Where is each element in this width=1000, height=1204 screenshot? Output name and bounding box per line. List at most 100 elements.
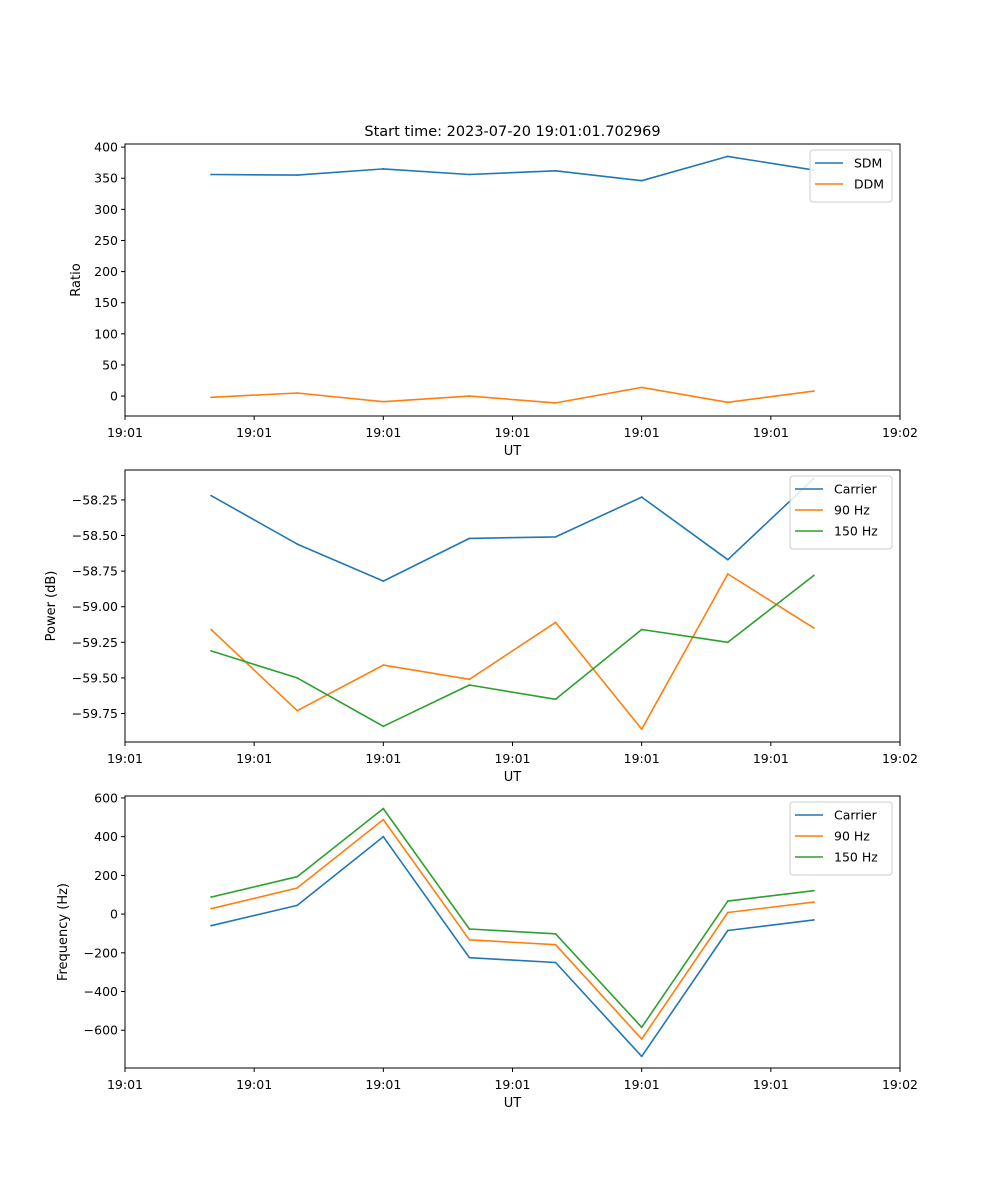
data-point	[382, 400, 385, 403]
y-tick-label: −58.75	[72, 564, 118, 579]
data-point	[468, 956, 471, 959]
y-tick-label: −59.75	[72, 706, 118, 721]
axes-frame	[124, 143, 901, 417]
chart-panel-3: −600 −400 −200 0 200 400 600 19:01 19:01 19:01 19:…	[56, 790, 918, 1111]
y-tick-label: −400	[84, 984, 118, 999]
x-tick-label: 19:02	[882, 751, 918, 766]
x-tick-label: 19:01	[753, 1077, 789, 1092]
y-tick-label: 50	[102, 357, 118, 372]
x-tick-label: 19:01	[624, 751, 660, 766]
data-point	[812, 574, 815, 577]
x-tick-label: 19:01	[107, 425, 143, 440]
data-point	[296, 904, 299, 907]
data-point	[296, 543, 299, 545]
series-line-90-hz	[210, 818, 814, 1040]
data-point	[210, 649, 213, 652]
data-point	[382, 167, 385, 170]
data-point	[640, 1055, 643, 1058]
data-point	[640, 1038, 643, 1040]
data-point	[468, 395, 471, 397]
data-point	[812, 627, 815, 629]
x-tick-label: 19:02	[882, 425, 918, 440]
x-axis-label: UT	[504, 444, 522, 459]
data-point	[554, 932, 557, 935]
legend-label: Carrier	[834, 482, 878, 497]
data-point	[726, 929, 729, 932]
data-point	[296, 174, 299, 177]
x-tick-label: 19:02	[882, 1077, 918, 1092]
y-tick-label: −58.50	[72, 528, 118, 543]
x-tick-label: 19:01	[365, 425, 401, 440]
x-tick-label: 19:01	[624, 425, 660, 440]
y-tick-label: 0	[110, 907, 118, 922]
data-point	[726, 558, 729, 561]
y-tick-label: 600	[94, 790, 118, 805]
data-point	[812, 390, 815, 393]
data-point	[210, 628, 213, 631]
data-point	[812, 919, 815, 921]
y-tick-label: −59.50	[72, 670, 118, 685]
data-point	[382, 818, 385, 821]
legend-label: 150 Hz	[834, 524, 878, 539]
series-line-150-hz	[210, 574, 815, 728]
x-tick-label: 19:01	[624, 1077, 660, 1092]
x-axis-label: UT	[504, 1096, 522, 1111]
data-point	[554, 169, 557, 172]
data-point	[296, 875, 299, 878]
data-point	[210, 896, 213, 898]
data-point	[296, 392, 299, 394]
data-point	[296, 709, 299, 712]
data-point	[296, 887, 299, 889]
data-point	[210, 173, 213, 176]
y-tick-label: 350	[94, 171, 118, 186]
x-tick-label: 19:01	[236, 751, 272, 766]
x-tick-label: 19:01	[236, 1077, 272, 1092]
chart-panel-1: 0 50 100 150 200 250 300 350 400 19:01 19:01 19:01 1…	[69, 140, 918, 459]
legend-label: SDM	[854, 156, 882, 171]
x-tick-label: 19:01	[236, 425, 272, 440]
data-point	[382, 725, 385, 728]
y-tick-label: 200	[94, 868, 118, 883]
data-point	[726, 155, 729, 158]
x-tick-label: 19:01	[494, 1077, 530, 1092]
x-tick-label: 19:01	[365, 751, 401, 766]
axes-frame	[124, 469, 901, 743]
data-point	[468, 173, 471, 176]
legend-label: 90 Hz	[834, 829, 870, 844]
data-point	[468, 928, 471, 930]
y-tick-label: 400	[94, 140, 118, 155]
data-point	[382, 664, 385, 666]
chart-panel-2: −59.75 −59.50 −59.25 −59.00 −58.75 −58.50 −58.…	[44, 469, 918, 785]
x-tick-label: 19:01	[107, 1077, 143, 1092]
y-tick-label: 200	[94, 264, 118, 279]
data-point	[554, 961, 557, 964]
legend-label: 90 Hz	[834, 503, 870, 518]
data-point	[554, 698, 557, 701]
data-point	[640, 1026, 643, 1029]
series-line-carrier	[210, 835, 814, 1058]
y-tick-label: −58.25	[72, 492, 118, 507]
data-point	[726, 641, 729, 644]
legend: Carrier 90 Hz 150 Hz	[789, 801, 893, 876]
data-point	[726, 573, 729, 575]
x-tick-label: 19:01	[365, 1077, 401, 1092]
y-tick-label: 250	[94, 233, 118, 248]
data-point	[296, 677, 299, 679]
y-axis-label: Frequency (Hz)	[56, 883, 71, 981]
legend: SDM DDM	[809, 149, 893, 203]
series-line-sdm	[211, 155, 815, 182]
data-point	[210, 924, 213, 927]
x-tick-label: 19:01	[494, 751, 530, 766]
legend-label: 150 Hz	[834, 850, 878, 865]
data-point	[468, 938, 471, 941]
x-tick-label: 19:01	[494, 425, 530, 440]
y-tick-label: −600	[84, 1023, 118, 1038]
data-point	[382, 580, 385, 582]
legend-label: Carrier	[834, 808, 878, 823]
data-point	[640, 496, 643, 498]
data-point	[640, 179, 643, 182]
x-tick-label: 19:01	[753, 425, 789, 440]
data-point	[382, 807, 385, 810]
